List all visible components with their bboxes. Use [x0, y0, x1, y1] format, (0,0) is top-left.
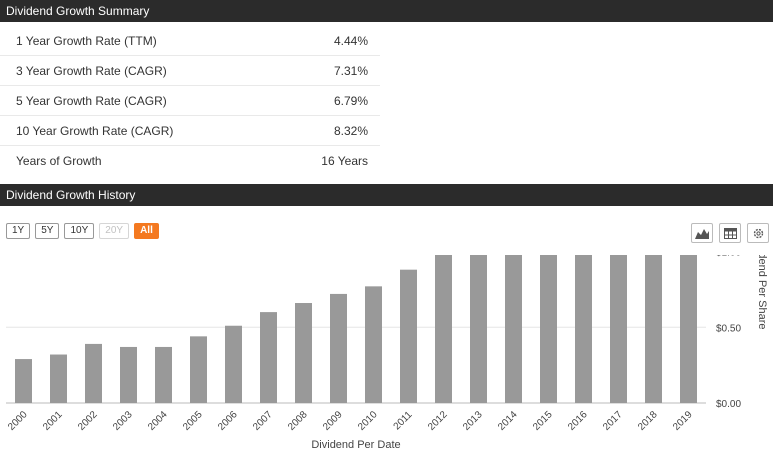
y-tick-label: $0.00 — [716, 399, 741, 410]
summary-row-label: Years of Growth — [16, 154, 102, 168]
x-tick-label: 2005 — [181, 409, 205, 433]
summary-row-value: 6.79% — [333, 93, 368, 108]
summary-table: 1 Year Growth Rate (TTM) 4.44% 3 Year Gr… — [0, 26, 380, 176]
x-tick-label: 2003 — [111, 409, 135, 433]
x-axis-title: Dividend Per Date — [311, 439, 400, 451]
history-header: Dividend Growth History — [0, 184, 773, 206]
range-selector: 1Y 5Y 10Y 20Y All — [6, 223, 159, 239]
bar-2001[interactable] — [50, 354, 67, 403]
gear-icon — [753, 228, 763, 238]
summary-row: 5 Year Growth Rate (CAGR) 6.79% — [0, 86, 380, 116]
table-view-button[interactable] — [719, 223, 741, 243]
bar-2007[interactable] — [260, 312, 277, 403]
x-tick-label: 2017 — [601, 409, 625, 433]
summary-row-value: 8.32% — [333, 123, 368, 138]
x-tick-label: 2018 — [636, 409, 660, 433]
summary-row-label: 3 Year Growth Rate (CAGR) — [16, 63, 167, 78]
x-tick-label: 2002 — [76, 409, 100, 433]
x-tick-label: 2004 — [146, 409, 170, 433]
table-icon — [723, 227, 737, 239]
bar-2004[interactable] — [155, 346, 172, 403]
bar-2010[interactable] — [365, 286, 382, 403]
summary-header: Dividend Growth Summary — [0, 0, 773, 22]
range-1y-button[interactable]: 1Y — [6, 223, 31, 239]
bar-2014[interactable] — [505, 255, 522, 403]
range-20y-button: 20Y — [99, 223, 130, 239]
area-chart-icon — [695, 229, 709, 239]
bar-2011[interactable] — [400, 269, 417, 403]
bar-2015[interactable] — [540, 255, 557, 403]
bar-2019[interactable] — [680, 255, 697, 403]
dividend-bar-chart: 2000 2001 2002 2003 2004 2005 2006 2007 2008 2009… — [6, 255, 768, 451]
x-tick-label: 2016 — [566, 409, 590, 433]
bar-2017[interactable] — [610, 255, 627, 403]
bar-2012[interactable] — [435, 255, 452, 403]
x-tick-label: 2013 — [461, 409, 485, 433]
x-tick-label: 2019 — [671, 409, 695, 433]
area-chart-button[interactable] — [691, 223, 713, 243]
summary-row: 3 Year Growth Rate (CAGR) 7.31% — [0, 56, 380, 86]
bar-2008[interactable] — [295, 303, 312, 403]
x-tick-label: 2010 — [356, 409, 380, 433]
bar-2009[interactable] — [330, 293, 347, 403]
summary-row: Years of Growth 16 Years — [0, 146, 380, 176]
bar-2016[interactable] — [575, 255, 592, 403]
bar-2006[interactable] — [225, 325, 242, 403]
bar-2000[interactable] — [15, 359, 32, 403]
x-tick-label: 2006 — [216, 409, 240, 433]
bar-2003[interactable] — [120, 346, 137, 403]
range-5y-button[interactable]: 5Y — [35, 223, 60, 239]
x-tick-label: 2007 — [251, 409, 275, 433]
bar-2013[interactable] — [470, 255, 487, 403]
x-tick-label: 2014 — [496, 409, 520, 433]
range-all-button[interactable]: All — [134, 223, 159, 239]
bar-2002[interactable] — [85, 343, 102, 403]
bar-2005[interactable] — [190, 336, 207, 403]
x-tick-label: 2011 — [392, 409, 415, 432]
summary-row-label: 10 Year Growth Rate (CAGR) — [16, 123, 174, 138]
summary-row-label: 5 Year Growth Rate (CAGR) — [16, 93, 167, 108]
summary-row: 1 Year Growth Rate (TTM) 4.44% — [0, 26, 380, 56]
chart-tools — [691, 223, 769, 243]
summary-row-value: 16 Years — [321, 154, 368, 168]
y-tick-label: $0.50 — [716, 323, 741, 334]
summary-row-value: 4.44% — [333, 33, 368, 48]
range-10y-button[interactable]: 10Y — [64, 223, 95, 239]
x-tick-label: 2015 — [531, 409, 555, 433]
bar-2018[interactable] — [645, 255, 662, 403]
summary-row: 10 Year Growth Rate (CAGR) 8.32% — [0, 116, 380, 146]
x-tick-label: 2000 — [6, 409, 30, 433]
y-axis-title: Dividend Per Share — [756, 255, 768, 329]
x-tick-label: 2008 — [286, 409, 310, 433]
summary-row-label: 1 Year Growth Rate (TTM) — [16, 33, 157, 48]
x-tick-label: 2009 — [321, 409, 345, 433]
settings-button[interactable] — [747, 223, 769, 243]
x-tick-label: 2001 — [41, 409, 65, 433]
x-tick-label: 2012 — [426, 409, 450, 433]
summary-row-value: 7.31% — [333, 63, 368, 78]
y-tick-label: $1.00 — [716, 255, 741, 259]
